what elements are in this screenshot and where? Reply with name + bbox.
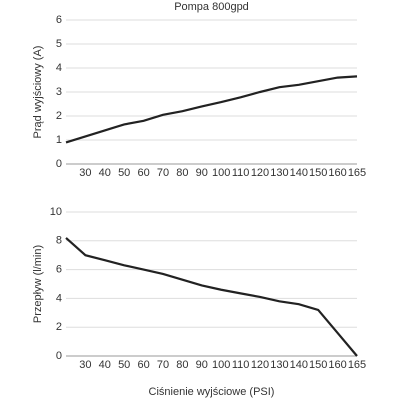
x-tick-label: 165: [348, 359, 366, 371]
y-tick-label: 6: [56, 14, 62, 26]
x-tick-label: 30: [79, 167, 91, 179]
x-tick-label: 50: [118, 167, 130, 179]
x-tick-label: 40: [99, 359, 111, 371]
y-tick-label: 4: [56, 62, 62, 74]
x-tick-label: 110: [232, 359, 250, 371]
x-tick-label: 70: [157, 359, 169, 371]
y-axis-title: Przepływ (l/min): [32, 245, 44, 323]
x-axis-title: Ciśnienie wyjściowe (PSI): [149, 386, 275, 398]
x-tick-label: 100: [212, 167, 230, 179]
x-tick-label: 130: [270, 167, 288, 179]
x-tick-label: 120: [251, 359, 269, 371]
x-tick-label: 70: [157, 167, 169, 179]
x-tick-label: 150: [309, 359, 327, 371]
x-tick-label: 160: [328, 359, 346, 371]
x-tick-label: 80: [176, 359, 188, 371]
x-tick-label: 40: [99, 167, 111, 179]
y-tick-label: 3: [56, 86, 62, 98]
x-tick-label: 140: [290, 359, 308, 371]
y-tick-label: 1: [56, 134, 62, 146]
y-tick-label: 0: [56, 350, 62, 362]
x-tick-label: 90: [196, 359, 208, 371]
data-line: [65, 237, 358, 357]
y-tick-label: 2: [56, 321, 62, 333]
x-tick-label: 50: [118, 359, 130, 371]
y-tick-label: 2: [56, 110, 62, 122]
data-line: [65, 75, 358, 144]
y-tick-label: 10: [50, 206, 62, 218]
x-tick-label: 150: [309, 167, 327, 179]
y-axis-title: Prąd wyjściowy (A): [32, 46, 44, 139]
x-tick-label: 165: [348, 167, 366, 179]
x-tick-label: 60: [137, 167, 149, 179]
x-tick-label: 80: [176, 167, 188, 179]
chart-title: Pompa 800gpd: [174, 1, 249, 13]
x-tick-label: 30: [79, 359, 91, 371]
y-tick-label: 4: [56, 292, 62, 304]
x-tick-label: 140: [290, 167, 308, 179]
x-tick-label: 160: [328, 167, 346, 179]
x-tick-label: 120: [251, 167, 269, 179]
y-tick-label: 6: [56, 264, 62, 276]
x-tick-label: 110: [232, 167, 250, 179]
x-tick-label: 60: [137, 359, 149, 371]
x-tick-label: 100: [212, 359, 230, 371]
y-tick-label: 0: [56, 158, 62, 170]
y-tick-label: 5: [56, 38, 62, 50]
y-tick-label: 8: [56, 235, 62, 247]
x-tick-label: 130: [270, 359, 288, 371]
x-tick-label: 90: [196, 167, 208, 179]
